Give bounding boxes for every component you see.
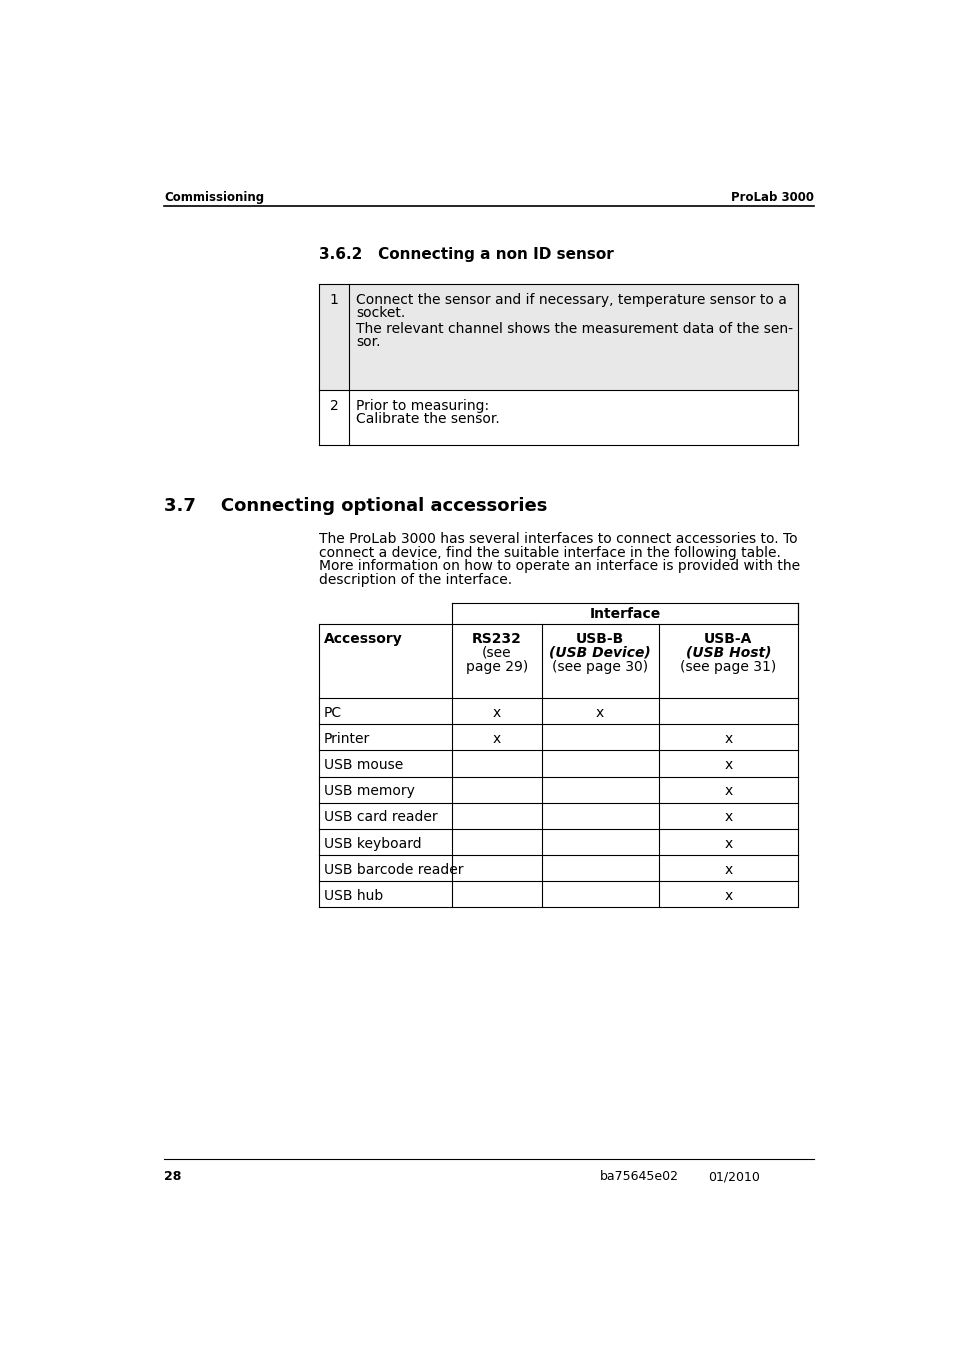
Text: RS232: RS232 (472, 632, 521, 646)
Text: (USB Host): (USB Host) (685, 646, 770, 659)
Text: The relevant channel shows the measurement data of the sen-: The relevant channel shows the measureme… (356, 323, 793, 336)
Text: description of the interface.: description of the interface. (319, 573, 512, 588)
Text: USB memory: USB memory (323, 784, 415, 798)
Text: 2: 2 (329, 400, 338, 413)
Text: More information on how to operate an interface is provided with the: More information on how to operate an in… (319, 559, 800, 573)
Text: USB mouse: USB mouse (323, 758, 403, 771)
Text: The ProLab 3000 has several interfaces to connect accessories to. To: The ProLab 3000 has several interfaces t… (319, 532, 797, 546)
Text: (see page 31): (see page 31) (679, 659, 776, 674)
Text: x: x (723, 863, 732, 877)
Text: USB-B: USB-B (576, 632, 623, 646)
Text: 3.7    Connecting optional accessories: 3.7 Connecting optional accessories (164, 497, 547, 515)
Text: x: x (723, 784, 732, 798)
Text: USB hub: USB hub (323, 889, 383, 902)
Text: ProLab 3000: ProLab 3000 (730, 192, 813, 204)
Text: (see: (see (482, 646, 512, 659)
Text: Accessory: Accessory (323, 632, 402, 646)
Text: Connect the sensor and if necessary, temperature sensor to a: Connect the sensor and if necessary, tem… (356, 293, 786, 307)
Text: 3.6.2   Connecting a non ID sensor: 3.6.2 Connecting a non ID sensor (319, 247, 614, 262)
Text: socket.: socket. (356, 307, 405, 320)
Text: Prior to measuring:: Prior to measuring: (356, 400, 489, 413)
Text: (USB Device): (USB Device) (549, 646, 650, 659)
Text: 1: 1 (329, 293, 338, 307)
Text: USB barcode reader: USB barcode reader (323, 863, 463, 877)
Text: x: x (723, 732, 732, 746)
Text: Printer: Printer (323, 732, 370, 746)
Text: x: x (723, 836, 732, 851)
Text: page 29): page 29) (465, 659, 528, 674)
Text: Interface: Interface (589, 607, 660, 621)
Text: USB card reader: USB card reader (323, 811, 437, 824)
Text: x: x (723, 811, 732, 824)
Text: sor.: sor. (356, 335, 380, 350)
Text: (see page 30): (see page 30) (552, 659, 647, 674)
Text: USB keyboard: USB keyboard (323, 836, 421, 851)
Text: ba75645e02: ba75645e02 (599, 1170, 678, 1183)
Text: 28: 28 (164, 1170, 181, 1183)
Text: connect a device, find the suitable interface in the following table.: connect a device, find the suitable inte… (319, 546, 781, 559)
Text: Calibrate the sensor.: Calibrate the sensor. (356, 412, 499, 427)
Text: 01/2010: 01/2010 (707, 1170, 760, 1183)
Text: x: x (596, 705, 603, 720)
Text: Commissioning: Commissioning (164, 192, 264, 204)
Text: x: x (723, 889, 732, 902)
Bar (319, 284, 798, 390)
Text: USB-A: USB-A (703, 632, 752, 646)
Text: PC: PC (323, 705, 341, 720)
Text: x: x (493, 705, 500, 720)
Text: x: x (723, 758, 732, 771)
Text: x: x (493, 732, 500, 746)
